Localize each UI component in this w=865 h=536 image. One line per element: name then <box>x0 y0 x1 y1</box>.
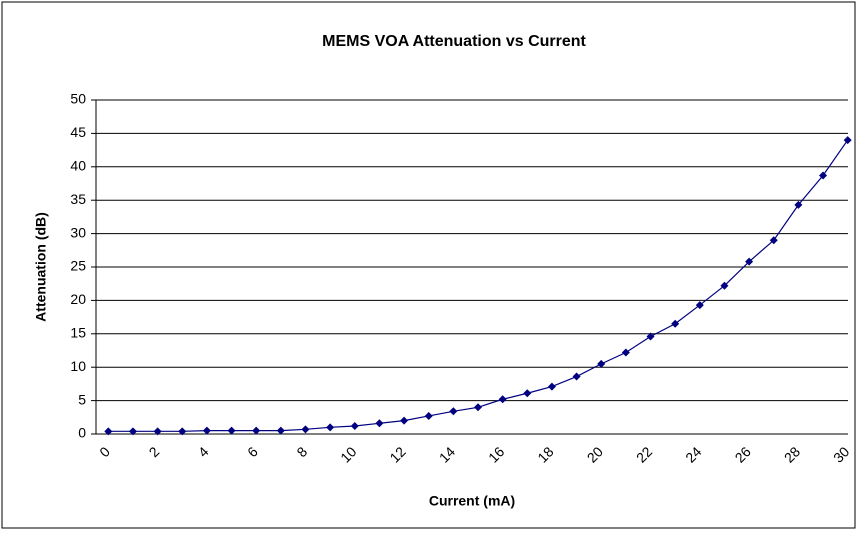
chart-title: MEMS VOA Attenuation vs Current <box>322 33 586 50</box>
data-point <box>843 136 852 145</box>
data-point <box>350 421 359 430</box>
chart-frame <box>1 1 856 529</box>
data-point <box>104 427 113 436</box>
y-tick-label: 15 <box>70 325 86 341</box>
y-tick-label: 50 <box>70 91 86 107</box>
data-point <box>449 407 458 416</box>
x-axis-label: Current (mA) <box>429 493 515 509</box>
y-tick-label: 40 <box>70 158 86 174</box>
data-point <box>128 427 137 436</box>
y-tick-label: 45 <box>70 124 86 140</box>
data-point <box>498 395 507 404</box>
data-point <box>745 257 754 266</box>
y-tick-label: 20 <box>70 291 86 307</box>
data-point <box>646 332 655 341</box>
data-point <box>720 281 729 290</box>
data-point <box>621 348 630 357</box>
data-point <box>178 427 187 436</box>
data-point <box>597 359 606 368</box>
data-point <box>202 426 211 435</box>
data-point <box>523 389 532 398</box>
data-point <box>474 403 482 412</box>
y-tick-label: 35 <box>70 191 86 207</box>
data-point <box>547 382 556 391</box>
y-tick-label: 5 <box>78 391 86 407</box>
y-tick-label: 30 <box>70 224 86 240</box>
y-tick-label: 0 <box>78 425 86 441</box>
data-point <box>153 427 162 436</box>
data-point <box>375 419 384 428</box>
data-point <box>326 423 335 432</box>
data-point <box>794 200 803 209</box>
data-point <box>301 425 310 434</box>
data-point <box>819 171 828 180</box>
data-point <box>252 426 261 435</box>
data-point <box>276 426 285 435</box>
data-point <box>695 301 704 310</box>
y-axis-label: Attenuation (dB) <box>33 212 49 322</box>
data-point <box>572 372 581 381</box>
data-point <box>769 236 778 245</box>
data-point <box>424 411 433 420</box>
data-point <box>671 319 680 328</box>
y-tick-label: 25 <box>70 258 86 274</box>
y-tick-label: 10 <box>70 358 86 374</box>
data-point <box>227 426 236 435</box>
data-point <box>400 416 409 425</box>
